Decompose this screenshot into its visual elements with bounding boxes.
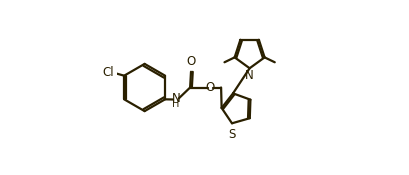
Text: H: H (172, 99, 179, 109)
Text: O: O (186, 55, 195, 68)
Text: S: S (228, 128, 236, 141)
Text: N: N (171, 92, 180, 105)
Text: Cl: Cl (102, 66, 113, 79)
Text: N: N (245, 69, 254, 82)
Text: O: O (205, 81, 214, 94)
